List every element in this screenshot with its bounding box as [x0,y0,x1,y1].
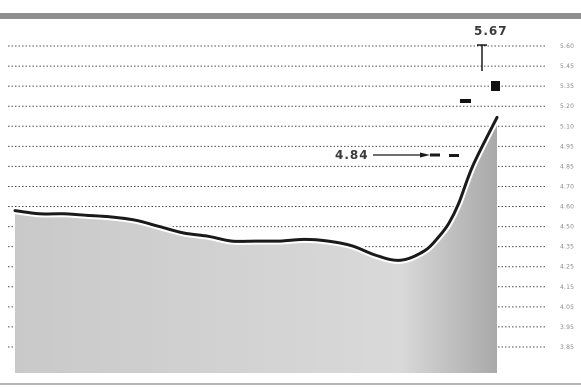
annotation-high-dash [460,99,471,103]
y-axis-tick-labels: 5.60 5.45 5.35 5.20 5.10 4.95 4.85 4.70 4.60 4.50… [560,43,574,351]
y-tick-label: 5.45 [560,63,574,70]
y-tick-label: 4.35 [560,244,574,251]
y-tick-label: 4.05 [560,304,574,311]
y-tick-label: 4.25 [560,264,574,271]
annotation-low-dash-a [430,153,440,157]
annotation-markers [373,44,500,158]
y-tick-label: 4.70 [560,183,574,190]
annotation-high-square [491,81,500,91]
y-tick-label: 4.60 [560,204,574,211]
area-fill-shape [15,117,497,374]
annotation-low-dash-b [449,154,459,157]
y-tick-label: 5.10 [560,123,574,130]
area-fill [15,117,497,374]
y-tick-label: 4.95 [560,143,574,150]
series-line-path [13,115,499,262]
annotation-high-label: 5.67 [474,24,508,38]
y-tick-label: 5.35 [560,83,574,90]
y-tick-label: 3.95 [560,324,574,331]
y-tick-label: 4.85 [560,163,574,170]
annotation-low-arrow [420,152,430,158]
y-tick-label: 5.60 [560,43,574,50]
y-tick-label: 5.20 [560,103,574,110]
y-tick-label: 4.50 [560,224,574,231]
series-line [11,113,501,264]
annotation-low-label: 4.84 [335,148,369,162]
top-rule [0,13,581,19]
y-tick-label: 3.85 [560,344,574,351]
bottom-rule [0,383,581,385]
y-tick-label: 4.15 [560,284,574,291]
